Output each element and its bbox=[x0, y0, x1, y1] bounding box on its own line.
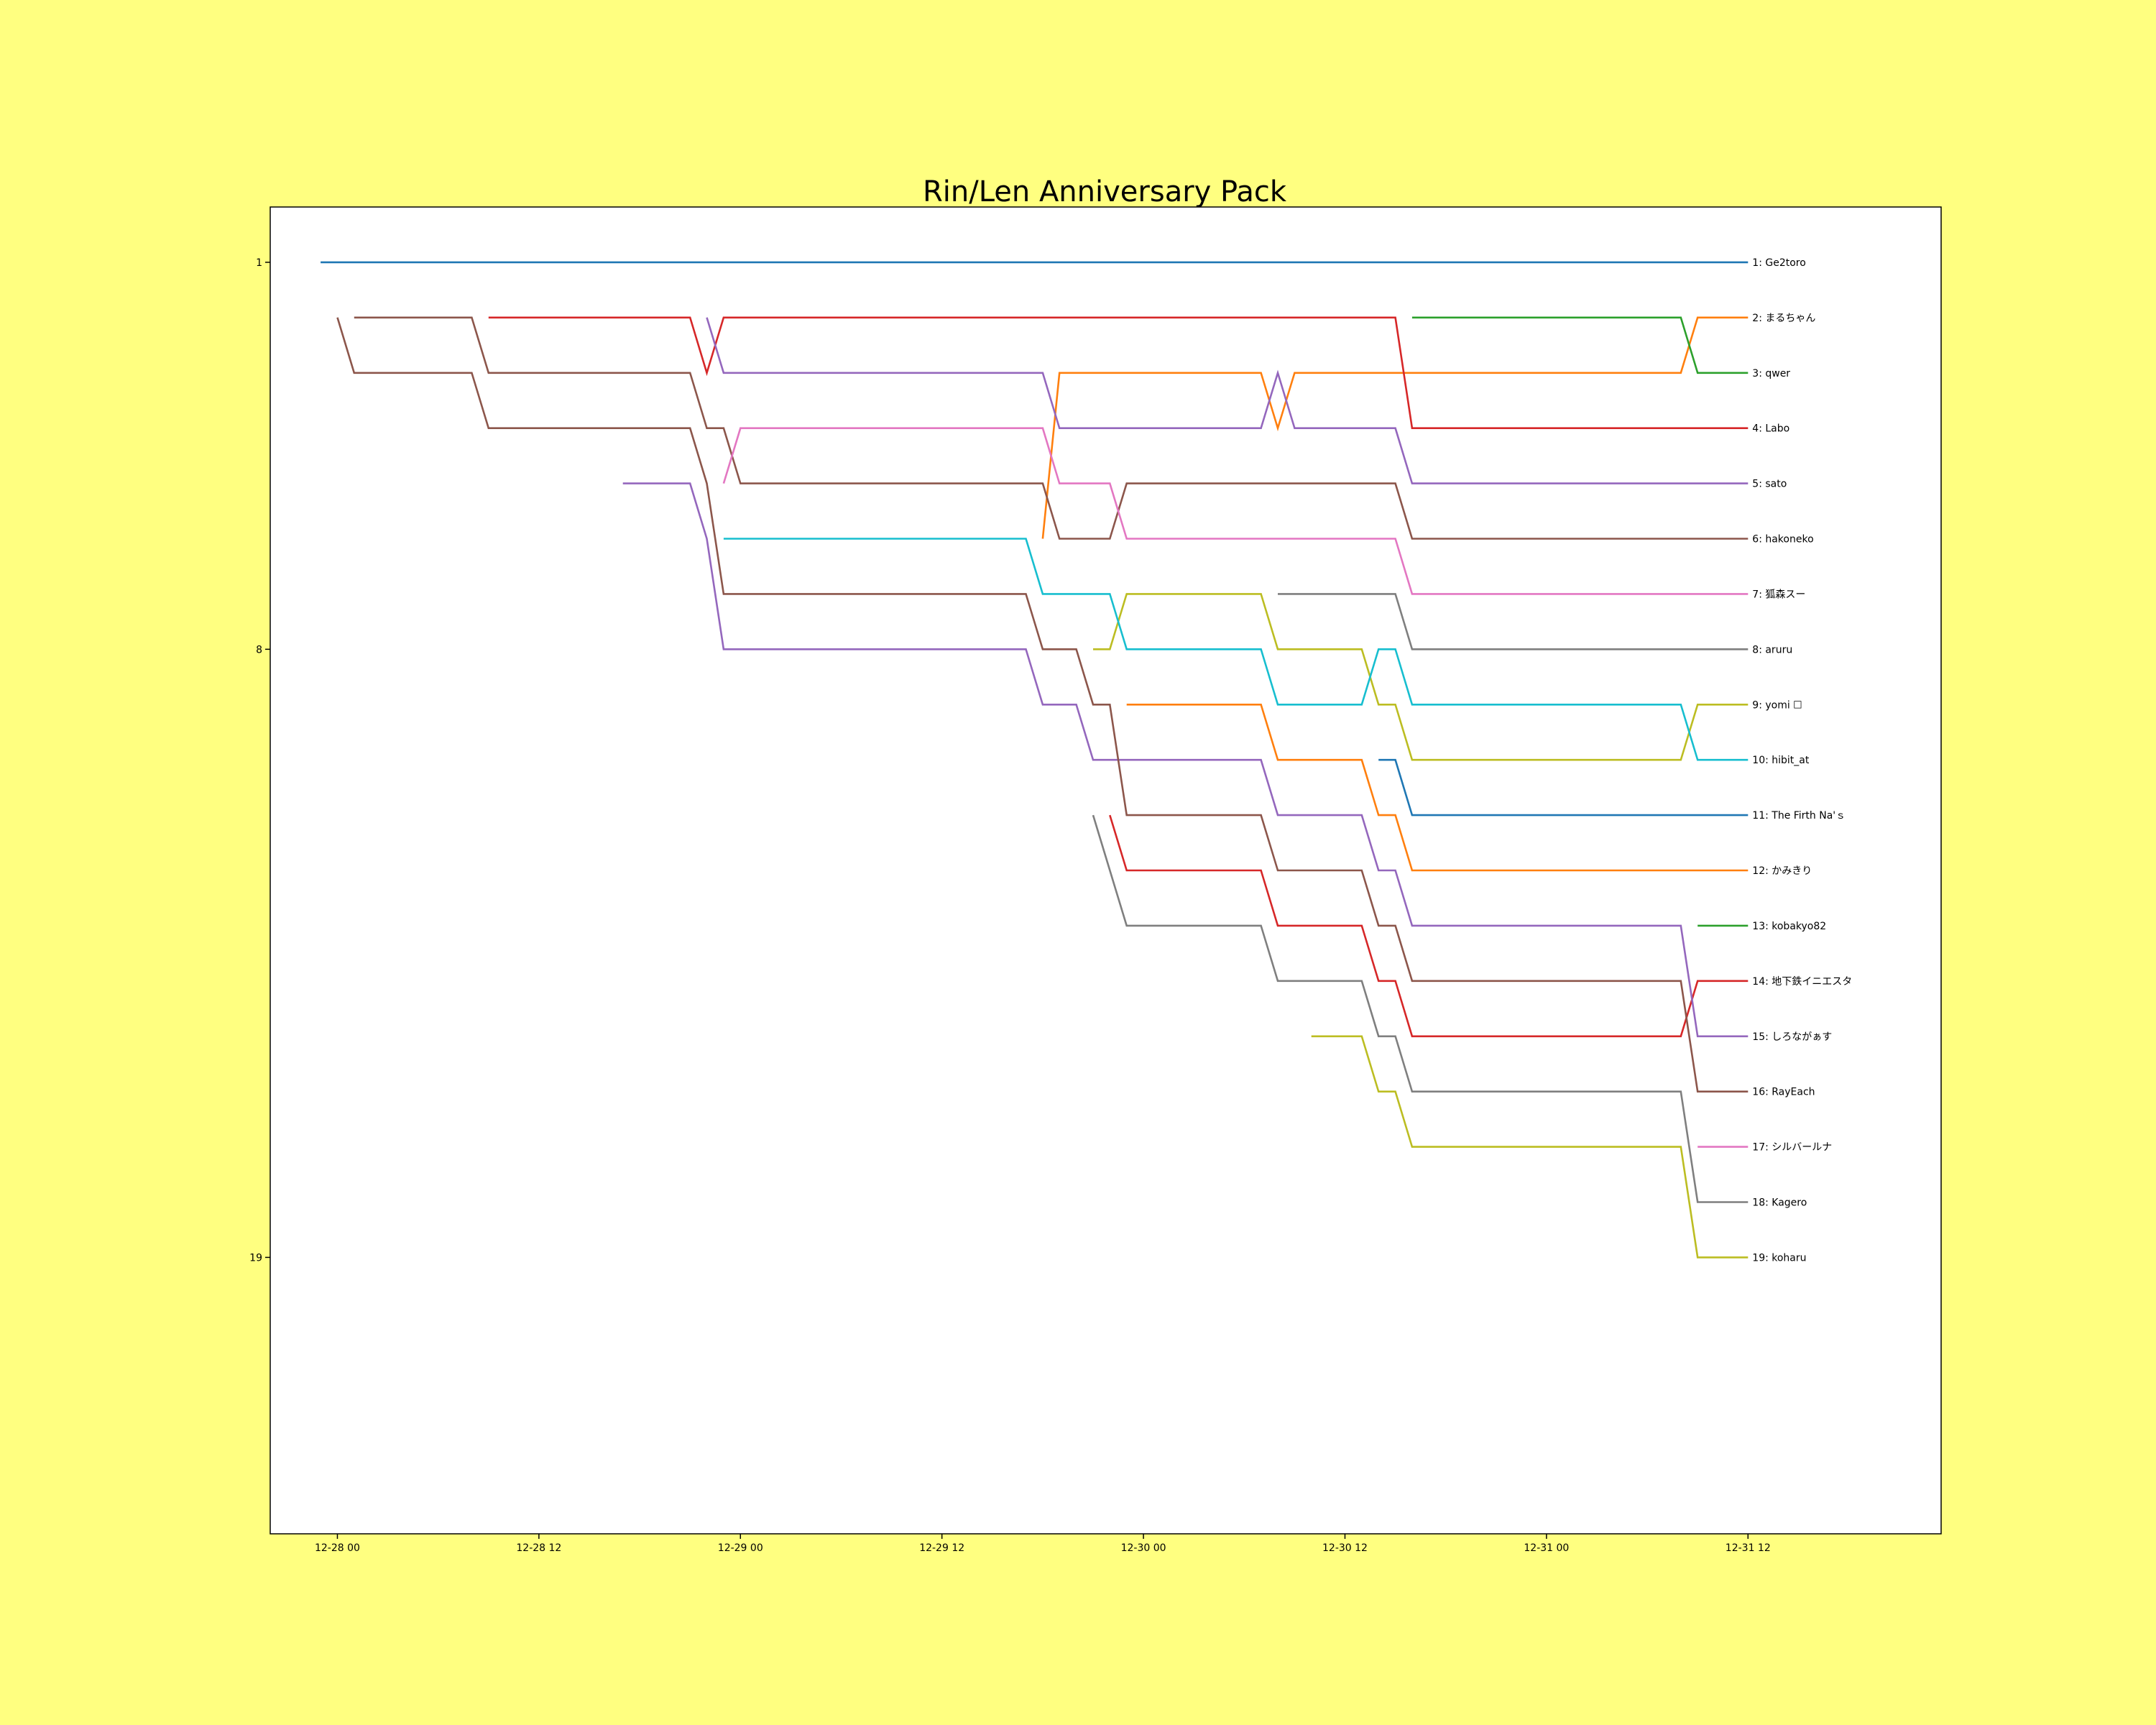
chart-title: Rin/Len Anniversary Pack bbox=[923, 175, 1287, 208]
x-tick-label-8: 12-31 12 bbox=[1726, 1542, 1771, 1554]
end-label-2: 2: まるちゃん bbox=[1752, 313, 1815, 324]
y-tick-label-2: 8 bbox=[256, 644, 262, 656]
end-label-3: 3: qwer bbox=[1752, 368, 1790, 380]
series-layer bbox=[321, 261, 1749, 1259]
x-tick-label-7: 12-31 00 bbox=[1524, 1542, 1569, 1554]
series-line-12 bbox=[354, 316, 1749, 540]
end-label-19: 19: koharu bbox=[1752, 1252, 1806, 1264]
end-label-15: 15: しろながぁす bbox=[1752, 1031, 1832, 1043]
end-label-18: 18: Kagero bbox=[1752, 1197, 1807, 1209]
end-label-11: 11: The Firth Na'ｓ bbox=[1752, 810, 1846, 822]
y-tick-label-1: 1 bbox=[256, 257, 262, 269]
end-label-14: 14: 地下鉄イニエスタ bbox=[1752, 976, 1852, 988]
series-line-18 bbox=[1311, 1035, 1749, 1259]
end-label-10: 10: hibit_at bbox=[1752, 755, 1810, 766]
x-tick-label-3: 12-29 00 bbox=[718, 1542, 763, 1554]
x-tick-label-2: 12-28 12 bbox=[516, 1542, 561, 1554]
x-tick-label-4: 12-29 12 bbox=[919, 1542, 964, 1554]
series-line-11 bbox=[336, 317, 1749, 1092]
end-label-7: 7: 狐森スー bbox=[1752, 589, 1805, 600]
end-label-6: 6: hakoneko bbox=[1752, 534, 1813, 546]
x-tick-label-6: 12-30 12 bbox=[1322, 1542, 1368, 1554]
series-line-16 bbox=[1092, 814, 1749, 1203]
series-line-9 bbox=[622, 482, 1749, 1038]
end-label-12: 12: かみきり bbox=[1752, 865, 1812, 877]
series-line-15 bbox=[1278, 593, 1749, 650]
end-label-16: 16: RayEach bbox=[1752, 1087, 1815, 1098]
end-label-13: 13: kobakyo82 bbox=[1752, 921, 1826, 932]
end-label-5: 5: sato bbox=[1752, 479, 1787, 490]
end-labels: 1: Ge2toro 2: まるちゃん 3: qwer 4: Labo 5: sato 6… bbox=[1752, 257, 1852, 1264]
series-line-10 bbox=[706, 317, 1749, 484]
end-label-1: 1: Ge2toro bbox=[1752, 257, 1806, 269]
series-line-5 bbox=[1411, 316, 1749, 374]
x-tick-label-1: 12-28 00 bbox=[315, 1542, 360, 1554]
end-label-17: 17: シルバールナ bbox=[1752, 1142, 1832, 1154]
series-line-7 bbox=[488, 316, 1749, 430]
end-label-4: 4: Labo bbox=[1752, 423, 1789, 435]
series-line-13 bbox=[722, 427, 1749, 595]
y-tick-label-3: 19 bbox=[249, 1252, 262, 1264]
end-label-8: 8: aruru bbox=[1752, 644, 1792, 656]
end-label-9: 9: yomi ☐ bbox=[1752, 699, 1802, 711]
series-line-4 bbox=[1126, 703, 1749, 872]
series-line-19 bbox=[723, 538, 1749, 761]
x-tick-label-5: 12-30 00 bbox=[1121, 1542, 1166, 1554]
x-axis: 12-28 00 12-28 12 12-29 00 12-29 12 12-30 00… bbox=[315, 1534, 1771, 1554]
series-line-2 bbox=[1378, 758, 1749, 816]
